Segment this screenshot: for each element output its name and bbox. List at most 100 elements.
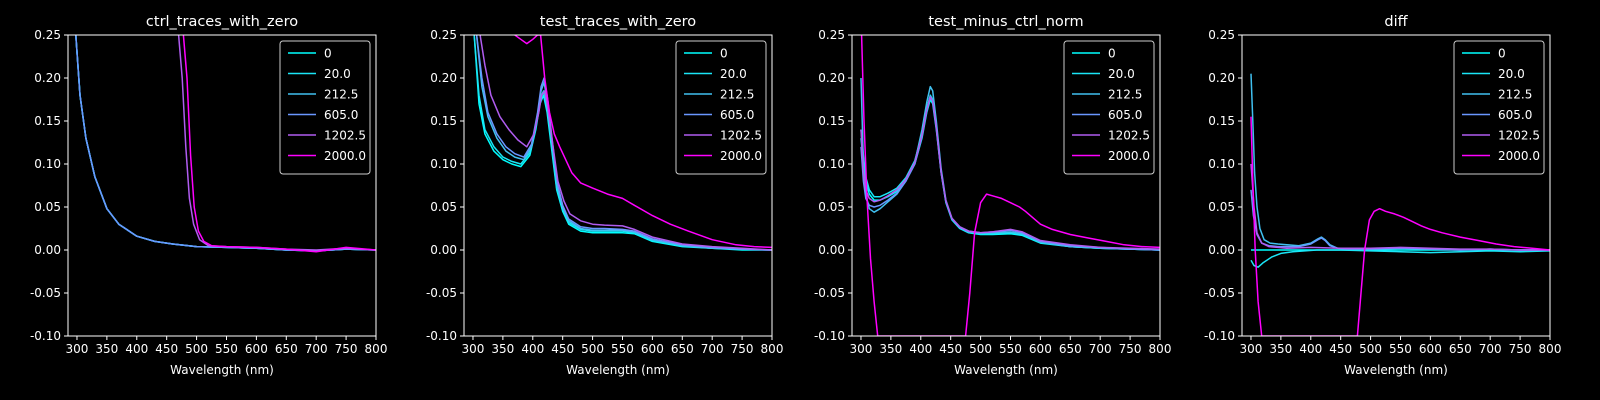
legend-label: 20.0 <box>1498 67 1525 81</box>
x-tick-label: 500 <box>581 342 604 356</box>
chart-1: test_traces_with_zero 300 350 400 450 500 550 6… <box>426 14 784 377</box>
x-tick-label: 650 <box>275 342 298 356</box>
y-tick-label: -0.10 <box>1204 329 1235 343</box>
x-axis-label: Wavelength (nm) <box>1344 363 1448 377</box>
legend: 0 20.0 212.5 605.0 1202.5 2000.0 <box>675 40 767 175</box>
chart-title: ctrl_traces_with_zero <box>146 14 298 30</box>
series-line-1202.5 <box>479 35 772 251</box>
x-tick-label: 300 <box>66 342 89 356</box>
series-line-2000.0 <box>860 35 1160 336</box>
legend-label: 2000.0 <box>1108 149 1150 163</box>
x-tick-label: 450 <box>551 342 574 356</box>
series-line-2000.0 <box>1250 116 1550 336</box>
x-tick-label: 450 <box>1329 342 1352 356</box>
x-tick-label: 600 <box>641 342 664 356</box>
legend-label: 0 <box>1498 47 1506 61</box>
legend-label: 212.5 <box>720 88 754 102</box>
axes-frame <box>463 34 773 337</box>
y-tick-label: -0.05 <box>814 286 845 300</box>
x-tick-label: 700 <box>1089 342 1112 356</box>
legend-label: 2000.0 <box>324 149 366 163</box>
y-tick-label: 0.20 <box>818 71 845 85</box>
chart-title: diff <box>1384 14 1408 30</box>
y-tick-label: 0.20 <box>430 71 457 85</box>
series-line-20.0 <box>1250 249 1550 268</box>
legend-label: 0 <box>720 47 728 61</box>
x-tick-label: 700 <box>305 342 328 356</box>
y-tick-label: 0.25 <box>34 28 61 42</box>
axes-frame <box>1241 34 1551 337</box>
x-tick-label: 450 <box>155 342 178 356</box>
chart-0: ctrl_traces_with_zero 300 350 400 450 500 550 6… <box>30 14 388 377</box>
x-tick-label: 400 <box>1299 342 1322 356</box>
legend-label: 20.0 <box>324 67 351 81</box>
legend-label: 605.0 <box>1108 108 1142 122</box>
axes-frame <box>67 34 377 337</box>
legend-label: 0 <box>1108 47 1116 61</box>
series-line-212.5 <box>860 77 1160 251</box>
y-tick-label: 0.10 <box>34 157 61 171</box>
x-tick-label: 350 <box>95 342 118 356</box>
x-tick-label: 650 <box>1059 342 1082 356</box>
x-tick-label: 500 <box>1359 342 1382 356</box>
y-tick-label: 0.25 <box>1208 28 1235 42</box>
series-group <box>860 35 1160 336</box>
x-tick-label: 800 <box>1149 342 1172 356</box>
series-group <box>1250 73 1550 336</box>
y-tick-label: 0.05 <box>818 200 845 214</box>
legend-label: 1202.5 <box>1108 129 1150 143</box>
y-tick-label: -0.05 <box>426 286 457 300</box>
x-tick-label: 800 <box>365 342 388 356</box>
x-tick-label: 600 <box>1029 342 1052 356</box>
x-tick-label: 400 <box>125 342 148 356</box>
legend-label: 1202.5 <box>324 129 366 143</box>
y-tick-label: 0.00 <box>430 243 457 257</box>
x-tick-label: 550 <box>611 342 634 356</box>
series-line-1202.5 <box>860 96 1160 250</box>
x-tick-label: 600 <box>245 342 268 356</box>
x-tick-label: 350 <box>879 342 902 356</box>
x-tick-label: 550 <box>999 342 1022 356</box>
x-tick-label: 350 <box>491 342 514 356</box>
series-group <box>75 35 376 253</box>
legend-label: 1202.5 <box>720 129 762 143</box>
y-tick-label: 0.10 <box>430 157 457 171</box>
legend-label: 2000.0 <box>1498 149 1540 163</box>
legend-label: 212.5 <box>1108 88 1142 102</box>
x-tick-label: 550 <box>1389 342 1412 356</box>
y-tick-label: 0.00 <box>818 243 845 257</box>
series-line-2000.0 <box>514 35 772 249</box>
y-tick-label: -0.05 <box>1204 286 1235 300</box>
chart-title: test_traces_with_zero <box>540 14 697 30</box>
legend-label: 20.0 <box>1108 67 1135 81</box>
y-tick-label: 0.20 <box>34 71 61 85</box>
x-tick-label: 750 <box>1509 342 1532 356</box>
chart-3: diff 300 350 400 450 500 550 600 650 700 750 800 -0.… <box>1204 14 1562 377</box>
x-tick-label: 350 <box>1269 342 1292 356</box>
x-tick-label: 300 <box>1240 342 1263 356</box>
x-tick-label: 750 <box>1119 342 1142 356</box>
y-tick-label: -0.10 <box>30 329 61 343</box>
x-tick-label: 700 <box>1479 342 1502 356</box>
x-tick-label: 500 <box>185 342 208 356</box>
legend-label: 212.5 <box>324 88 358 102</box>
x-tick-label: 300 <box>462 342 485 356</box>
y-tick-label: 0.10 <box>1208 157 1235 171</box>
y-tick-label: 0.05 <box>1208 200 1235 214</box>
x-tick-label: 400 <box>521 342 544 356</box>
legend-label: 2000.0 <box>720 149 762 163</box>
x-tick-label: 400 <box>909 342 932 356</box>
y-tick-label: 0.15 <box>818 114 845 128</box>
x-tick-label: 650 <box>1449 342 1472 356</box>
legend-label: 20.0 <box>720 67 747 81</box>
legend-label: 605.0 <box>324 108 358 122</box>
x-tick-label: 800 <box>1539 342 1562 356</box>
legend: 0 20.0 212.5 605.0 1202.5 2000.0 <box>1453 40 1545 175</box>
legend-label: 212.5 <box>1498 88 1532 102</box>
series-group <box>473 35 772 251</box>
x-tick-label: 750 <box>335 342 358 356</box>
x-tick-label: 300 <box>850 342 873 356</box>
legend: 0 20.0 212.5 605.0 1202.5 2000.0 <box>1063 40 1155 175</box>
y-tick-label: 0.25 <box>430 28 457 42</box>
